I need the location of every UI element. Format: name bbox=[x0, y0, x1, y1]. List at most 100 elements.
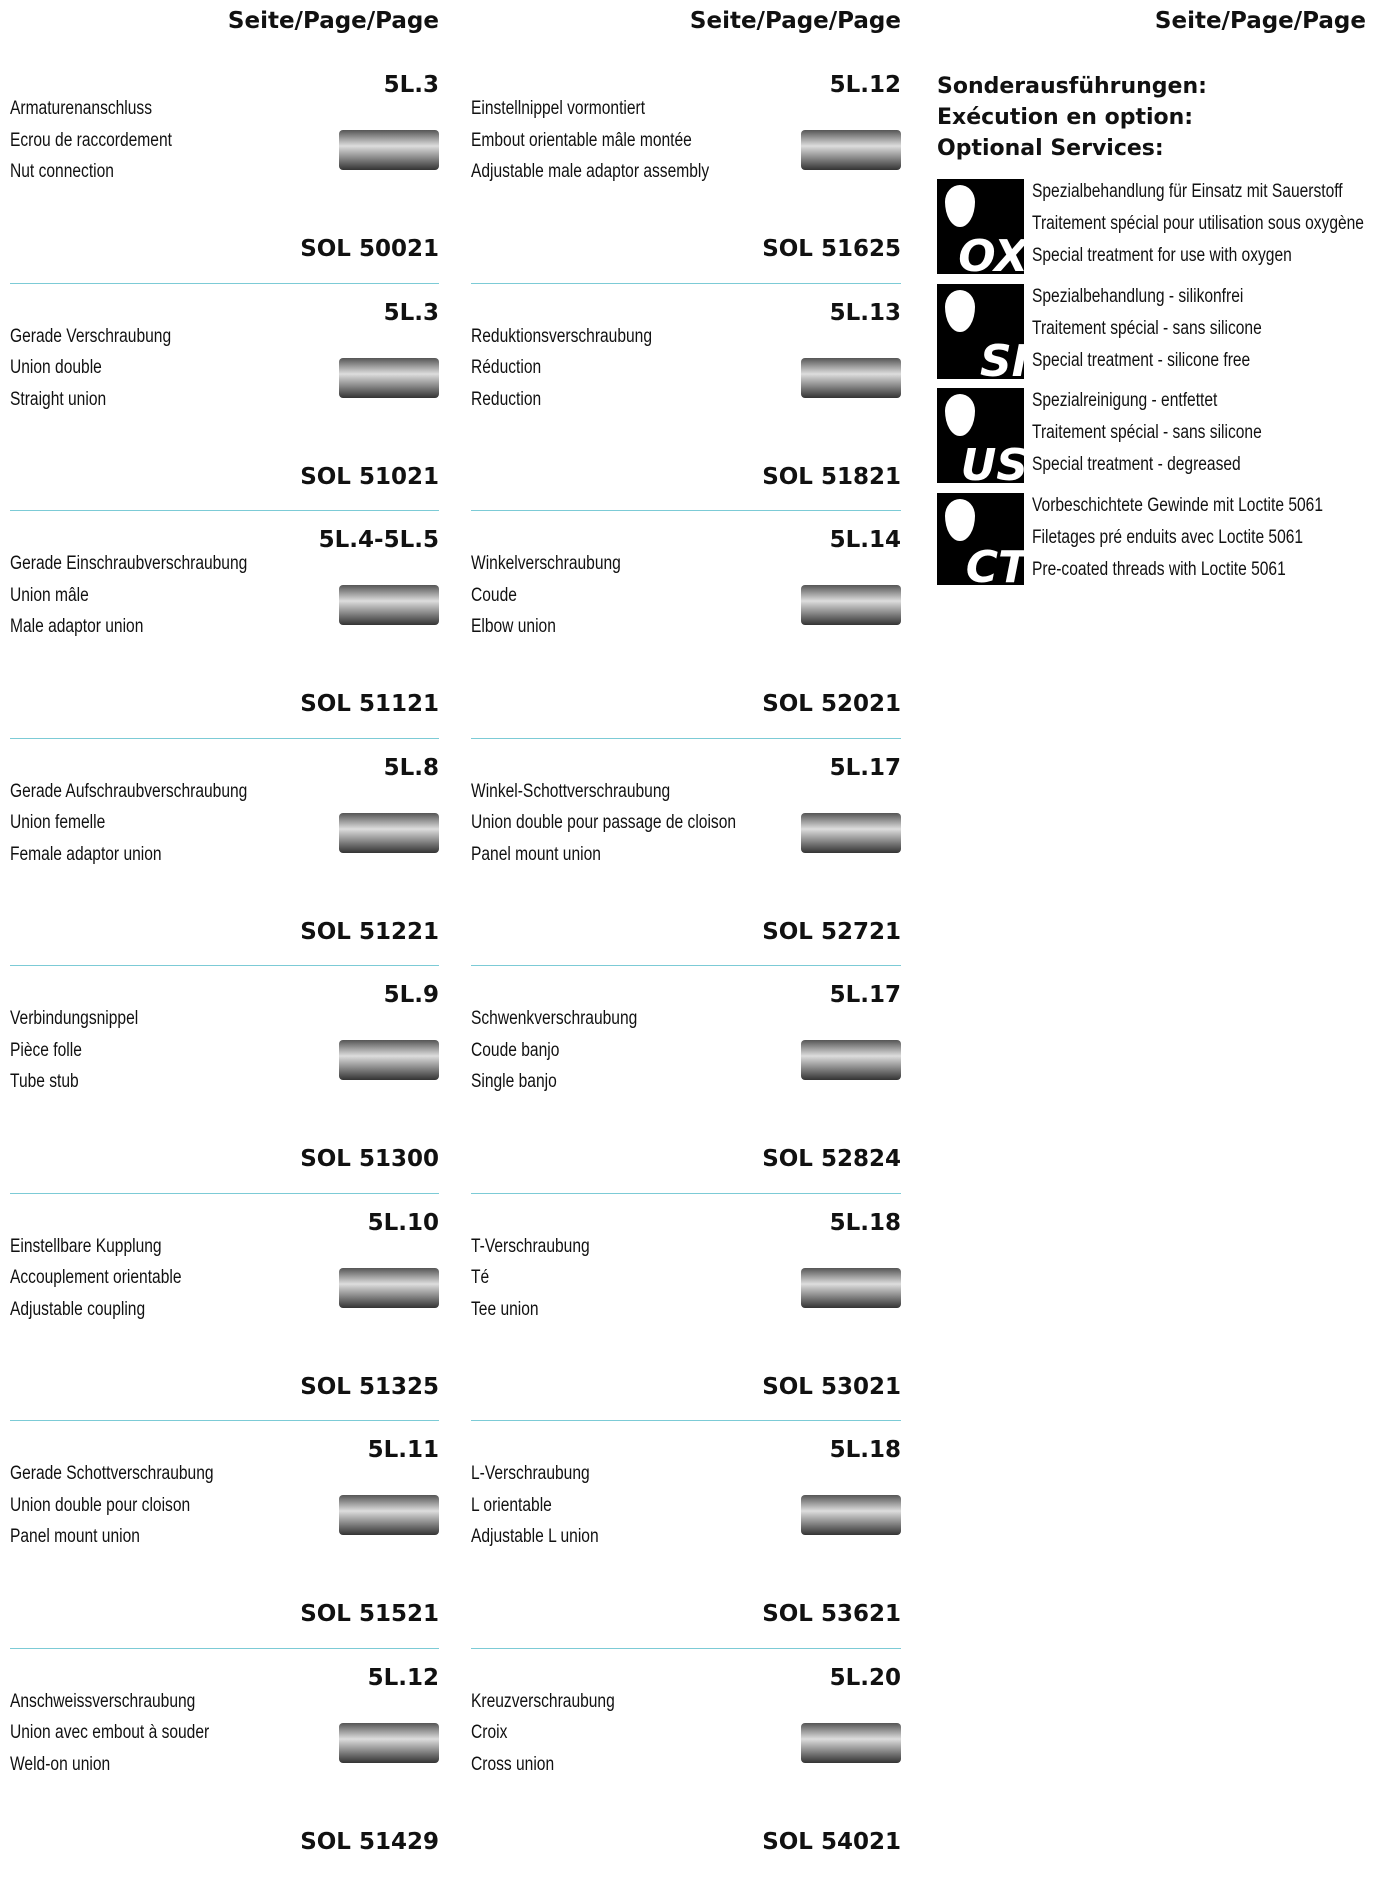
page-ref: 5L.13 bbox=[471, 299, 901, 327]
description: L orientable bbox=[471, 1494, 552, 1518]
description: Einstellbare Kupplung bbox=[10, 1235, 162, 1259]
fitting-image bbox=[339, 585, 439, 625]
service-text: Traitement spécial - sans silicone bbox=[1032, 317, 1262, 341]
description: Verbindungsnippel bbox=[10, 1007, 138, 1031]
description: Tee union bbox=[471, 1298, 539, 1322]
icon-label: CT bbox=[966, 542, 1024, 585]
description: Adjustable coupling bbox=[10, 1298, 145, 1322]
part-code: SOL 51021 bbox=[10, 463, 439, 491]
page-ref: 5L.8 bbox=[10, 754, 439, 782]
description: Adjustable male adaptor assembly bbox=[471, 160, 709, 184]
description: Male adaptor union bbox=[10, 615, 143, 639]
description: Réduction bbox=[471, 356, 541, 380]
description: Tube stub bbox=[10, 1070, 79, 1094]
part-code: SOL 53021 bbox=[471, 1373, 901, 1401]
column-header: Seite/Page/Page bbox=[10, 8, 439, 34]
divider bbox=[471, 1420, 901, 1421]
description: Té bbox=[471, 1266, 489, 1290]
service-text: Traitement spécial - sans silicone bbox=[1032, 421, 1262, 445]
description: Gerade Einschraubverschraubung bbox=[10, 552, 247, 576]
page-ref: 5L.20 bbox=[471, 1664, 901, 1692]
fitting-image bbox=[801, 813, 901, 853]
fitting-image bbox=[339, 1040, 439, 1080]
fitting-image bbox=[339, 130, 439, 170]
icon-label: OX bbox=[958, 231, 1024, 274]
part-code: SOL 54021 bbox=[471, 1828, 901, 1856]
service-text: Pre-coated threads with Loctite 5061 bbox=[1032, 558, 1286, 582]
part-code: SOL 50021 bbox=[10, 235, 439, 263]
fitting-image bbox=[339, 358, 439, 398]
description: Cross union bbox=[471, 1753, 554, 1777]
service-icon: SI bbox=[937, 284, 1024, 379]
description: Union avec embout à souder bbox=[10, 1721, 209, 1745]
description: Female adaptor union bbox=[10, 843, 162, 867]
service-text: Special treatment - degreased bbox=[1032, 453, 1241, 477]
page-ref: 5L.14 bbox=[471, 526, 901, 554]
fitting-image bbox=[801, 358, 901, 398]
description: Croix bbox=[471, 1721, 507, 1745]
divider bbox=[471, 738, 901, 739]
description: T-Verschraubung bbox=[471, 1235, 590, 1259]
description: Weld-on union bbox=[10, 1753, 110, 1777]
part-code: SOL 51625 bbox=[471, 235, 901, 263]
description: Nut connection bbox=[10, 160, 114, 184]
description: L-Verschraubung bbox=[471, 1462, 590, 1486]
description: Elbow union bbox=[471, 615, 556, 639]
service-icon: OX bbox=[937, 179, 1024, 274]
description: Ecrou de raccordement bbox=[10, 129, 172, 153]
description: Einstellnippel vormontiert bbox=[471, 97, 645, 121]
description: Union double pour passage de cloison bbox=[471, 811, 736, 835]
page-ref: 5L.4-5L.5 bbox=[10, 526, 439, 554]
icon-label: US bbox=[961, 440, 1024, 483]
fitting-image bbox=[339, 1495, 439, 1535]
page-ref: 5L.17 bbox=[471, 754, 901, 782]
column-header: Seite/Page/Page bbox=[937, 8, 1366, 34]
part-code: SOL 52021 bbox=[471, 690, 901, 718]
service-text: Special treatment for use with oxygen bbox=[1032, 244, 1292, 268]
page-ref: 5L.3 bbox=[10, 299, 439, 327]
part-code: SOL 51325 bbox=[10, 1373, 439, 1401]
description: Union mâle bbox=[10, 584, 89, 608]
part-code: SOL 51429 bbox=[10, 1828, 439, 1856]
divider bbox=[471, 1648, 901, 1649]
description: Reduktionsverschraubung bbox=[471, 325, 652, 349]
service-text: Special treatment - silicone free bbox=[1032, 349, 1250, 373]
description: Winkelverschraubung bbox=[471, 552, 621, 576]
description: Kreuzverschraubung bbox=[471, 1690, 615, 1714]
part-code: SOL 52721 bbox=[471, 918, 901, 946]
part-code: SOL 51121 bbox=[10, 690, 439, 718]
column-header: Seite/Page/Page bbox=[471, 8, 901, 34]
description: Accouplement orientable bbox=[10, 1266, 181, 1290]
fitting-image bbox=[339, 813, 439, 853]
divider bbox=[10, 510, 439, 511]
divider bbox=[471, 965, 901, 966]
options-heading: Optional Services: bbox=[937, 135, 1164, 163]
description: Pièce folle bbox=[10, 1039, 82, 1063]
description: Winkel-Schottverschraubung bbox=[471, 780, 670, 804]
divider bbox=[10, 1420, 439, 1421]
service-icon: US bbox=[937, 388, 1024, 483]
description: Anschweissverschraubung bbox=[10, 1690, 195, 1714]
page-ref: 5L.17 bbox=[471, 981, 901, 1009]
description: Panel mount union bbox=[471, 843, 601, 867]
page-ref: 5L.12 bbox=[471, 71, 901, 99]
description: Coude bbox=[471, 584, 517, 608]
fitting-image bbox=[339, 1723, 439, 1763]
description: Adjustable L union bbox=[471, 1525, 599, 1549]
service-icon: CT bbox=[937, 493, 1024, 585]
description: Coude banjo bbox=[471, 1039, 559, 1063]
page-ref: 5L.9 bbox=[10, 981, 439, 1009]
icon-drop bbox=[945, 290, 975, 332]
icon-label: SI bbox=[980, 336, 1024, 379]
options-heading: Sonderausführungen: bbox=[937, 73, 1207, 101]
fitting-image bbox=[339, 1268, 439, 1308]
description: Union double bbox=[10, 356, 102, 380]
description: Armaturenanschluss bbox=[10, 97, 152, 121]
description: Union double pour cloison bbox=[10, 1494, 190, 1518]
page-ref: 5L.12 bbox=[10, 1664, 439, 1692]
page: (() => { const data = JSON.parse(documen… bbox=[0, 0, 1384, 1877]
divider bbox=[10, 738, 439, 739]
service-text: Filetages pré enduits avec Loctite 5061 bbox=[1032, 526, 1303, 550]
description: Straight union bbox=[10, 388, 106, 412]
page-ref: 5L.18 bbox=[471, 1436, 901, 1464]
